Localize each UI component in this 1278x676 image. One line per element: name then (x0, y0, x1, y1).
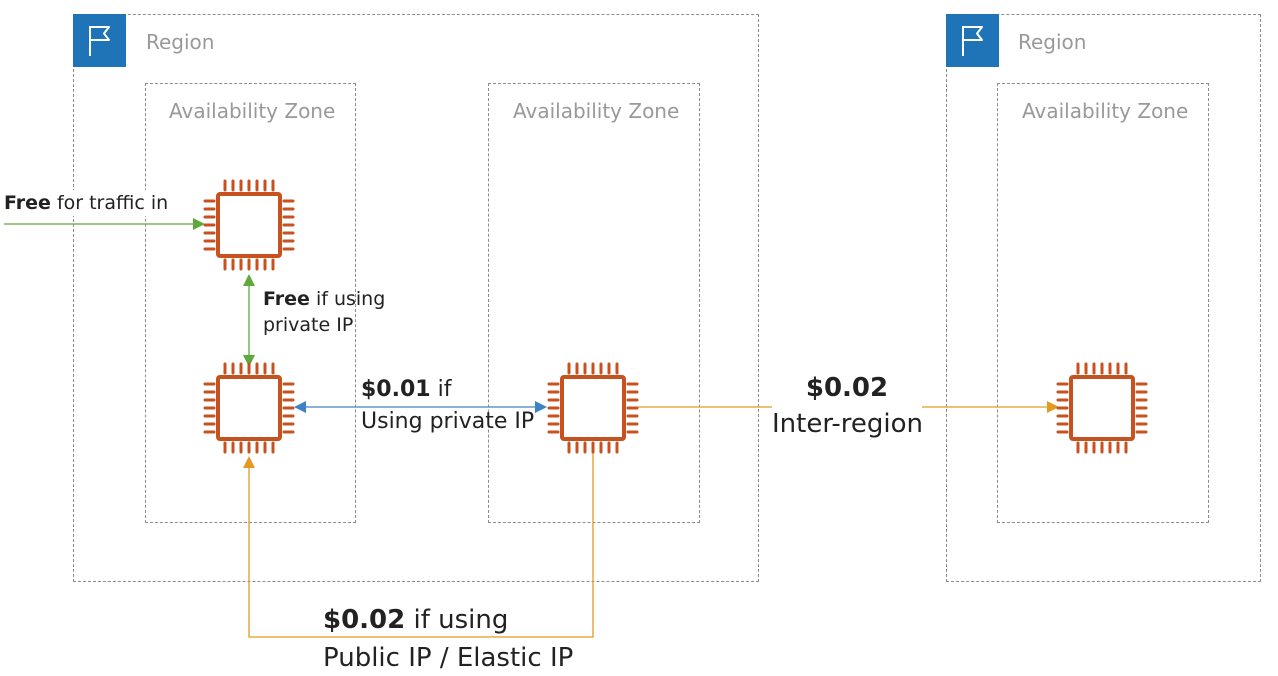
traffic-in-price: Free (4, 192, 51, 214)
traffic-in-text: for traffic in (50, 192, 169, 214)
region-2-flag-icon (946, 14, 999, 67)
public-ip-text-2: Public IP / Elastic IP (323, 643, 574, 673)
region-1 (73, 14, 759, 582)
availability-zone-2-label: Availability Zone (513, 99, 680, 123)
region-2-label: Region (1018, 30, 1087, 54)
inter-region-label: $0.02 Inter-region (772, 370, 923, 442)
ec2-instance-chip-icon (201, 177, 297, 273)
region-2 (946, 14, 1261, 582)
availability-zone-1 (145, 83, 356, 523)
availability-zone-3-label: Availability Zone (1022, 99, 1189, 123)
public-ip-label-line-1: $0.02 if using (323, 602, 573, 638)
ec2-instance-chip-icon (201, 360, 297, 456)
region-1-label: Region (146, 30, 215, 54)
traffic-in-label: Free for traffic in (4, 190, 169, 216)
same-az-label: Free if using private IP (263, 286, 385, 338)
public-ip-arrow (243, 452, 594, 638)
inter-region-price-text: $0.02 (805, 373, 889, 403)
public-ip-label: $0.02 if using Public IP / Elastic IP (323, 602, 573, 676)
same-az-text-1: if using (309, 288, 386, 310)
same-az-label-line-1: Free if using (263, 286, 385, 312)
public-ip-text-1: if using (405, 605, 509, 635)
public-ip-price: $0.02 (323, 605, 406, 635)
inter-region-price: $0.02 (772, 370, 922, 406)
inter-region-text: Inter-region (772, 406, 923, 442)
same-az-price: Free (263, 288, 310, 310)
cross-az-text-1: if (430, 377, 452, 402)
availability-zone-1-label: Availability Zone (169, 99, 336, 123)
availability-zone-2 (488, 83, 700, 523)
region-1-flag-icon (73, 14, 126, 67)
cross-az-label-line-1: $0.01 if (361, 374, 534, 406)
ec2-instance-chip-icon (545, 360, 641, 456)
cross-az-text-2: Using private IP (361, 409, 535, 434)
ec2-instance-chip-icon (1054, 360, 1150, 456)
cross-az-price: $0.01 (361, 377, 431, 402)
cross-az-label: $0.01 if Using private IP (361, 374, 534, 438)
same-az-text-2: private IP (263, 314, 354, 336)
availability-zone-3 (997, 83, 1209, 523)
